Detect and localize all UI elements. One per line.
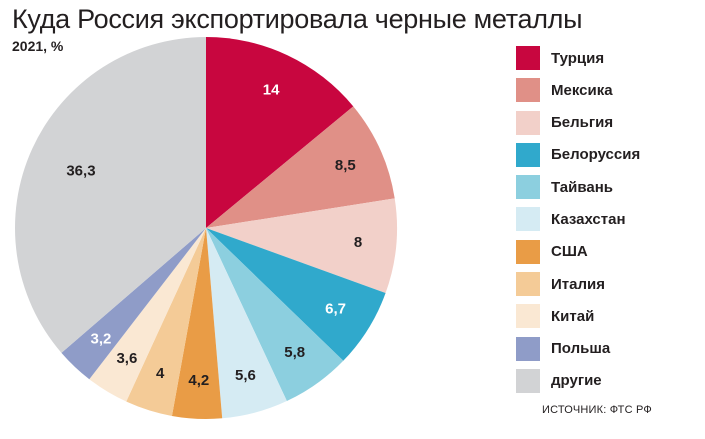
legend-item-5: Тайвань bbox=[516, 175, 640, 200]
legend-label: Мексика bbox=[551, 81, 613, 99]
pie-label-1: 14 bbox=[263, 81, 280, 98]
legend-item-1: Турция bbox=[516, 46, 640, 70]
legend-swatch bbox=[516, 110, 540, 135]
chart-subtitle: 2021, % bbox=[12, 38, 64, 54]
pie-slice-7 bbox=[171, 228, 223, 419]
legend-label: другие bbox=[551, 372, 602, 390]
legend-swatch bbox=[516, 239, 540, 264]
pie-slice-11 bbox=[14, 37, 206, 353]
pie-label-4: 6,7 bbox=[325, 300, 346, 317]
chart-title: Куда Россия экспортировала черные металл… bbox=[12, 4, 583, 34]
pie-slice-10 bbox=[61, 228, 206, 380]
pie-label-2: 8,5 bbox=[335, 157, 356, 174]
legend-swatch bbox=[516, 142, 540, 167]
legend-label: Тайвань bbox=[551, 178, 613, 196]
legend-label: Бельгия bbox=[551, 114, 614, 132]
legend-label: Польша bbox=[551, 340, 611, 358]
pie-label-11: 36,3 bbox=[66, 162, 95, 179]
legend-swatch bbox=[516, 336, 540, 361]
pie-label-9: 3,6 bbox=[116, 350, 137, 367]
legend-item-4: Белоруссия bbox=[516, 142, 641, 167]
pie-slice-5 bbox=[206, 228, 344, 402]
legend-label: Казахстан bbox=[551, 210, 626, 228]
legend-swatch bbox=[516, 368, 540, 393]
legend-swatch bbox=[516, 78, 540, 103]
legend: Турция Мексика Бельгия Белоруссия Тайвань Каз… bbox=[516, 46, 640, 401]
legend-swatch bbox=[516, 304, 540, 329]
pie-label-5: 5,8 bbox=[284, 344, 305, 361]
pie-slice-3 bbox=[206, 198, 397, 294]
legend-item-9: Китай bbox=[516, 304, 640, 329]
legend-item-3: Бельгия bbox=[516, 110, 640, 135]
legend-label: Белоруссия bbox=[551, 146, 641, 164]
legend-item-6: Казахстан bbox=[516, 207, 640, 232]
legend-label: Турция bbox=[551, 49, 605, 67]
pie-slice-2 bbox=[206, 106, 395, 228]
pie-label-3: 8 bbox=[354, 234, 362, 251]
legend-label: Италия bbox=[551, 275, 605, 293]
legend-item-8: Италия bbox=[516, 272, 640, 297]
pie-label-8: 4 bbox=[156, 365, 165, 382]
pie-slice-6 bbox=[206, 228, 287, 419]
pie-slice-4 bbox=[206, 228, 386, 361]
legend-swatch bbox=[516, 46, 540, 70]
source-note: ИСТОЧНИК: ФТС РФ bbox=[542, 404, 652, 416]
legend-item-11: другие bbox=[516, 368, 640, 393]
legend-item-2: Мексика bbox=[516, 78, 640, 103]
legend-label: США bbox=[551, 243, 588, 261]
pie-slice-1 bbox=[206, 37, 354, 228]
legend-label: Китай bbox=[551, 307, 595, 325]
legend-swatch bbox=[516, 207, 540, 232]
pie-label-6: 5,6 bbox=[235, 367, 256, 384]
legend-swatch bbox=[516, 272, 540, 297]
pie-slice-8 bbox=[126, 228, 206, 416]
pie-slice-9 bbox=[89, 228, 206, 402]
legend-item-7: США bbox=[516, 239, 640, 264]
pie-label-10: 3,2 bbox=[91, 330, 112, 347]
legend-item-10: Польша bbox=[516, 336, 640, 361]
pie-label-7: 4,2 bbox=[188, 372, 209, 389]
legend-swatch bbox=[516, 175, 540, 200]
